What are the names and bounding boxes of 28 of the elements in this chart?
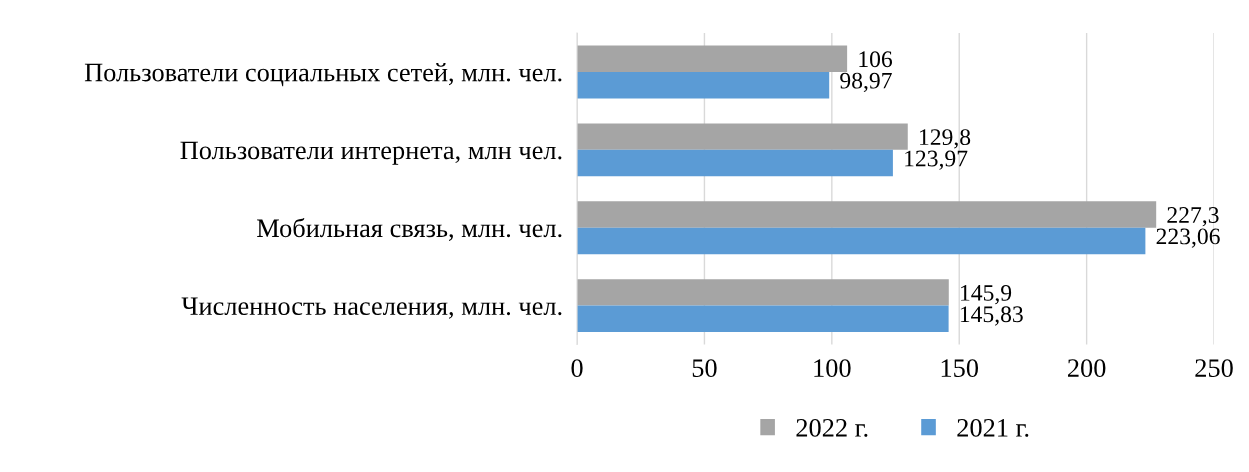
bar (577, 227, 1146, 255)
data-label: 98,97 (840, 72, 892, 92)
data-label: 106 (859, 51, 893, 68)
bar (577, 123, 908, 150)
x-tick-label: 100 (814, 359, 851, 378)
y-tick-label: Численность населения, млн. чел. (181, 297, 562, 319)
data-label: 223,06 (1156, 228, 1220, 248)
legend-label: 2021 г. (957, 418, 1029, 437)
data-label: 129,8 (920, 129, 971, 149)
bar (577, 305, 949, 333)
data-label: 145,83 (960, 306, 1023, 326)
bar (577, 201, 1157, 228)
x-tick-label: 150 (941, 359, 979, 378)
y-tick-label: Пользователи социальных сетей, млн. чел. (84, 63, 562, 87)
data-label: 145,9 (961, 284, 1012, 305)
bar (577, 279, 949, 306)
y-tick-label: Мобильная связь, млн. чел. (257, 218, 562, 241)
data-label: 123,97 (905, 150, 968, 170)
x-tick-label: 250 (1195, 359, 1233, 378)
data-label: 227,3 (1167, 207, 1219, 227)
bar (577, 45, 848, 72)
y-tick-label: Пользователи интернета, млн чел. (180, 141, 562, 165)
bar (577, 149, 893, 177)
legend-label: 2022 г. (796, 418, 868, 437)
x-tick-label: 0 (571, 359, 583, 378)
bar (577, 71, 830, 99)
x-tick-label: 200 (1068, 359, 1106, 378)
x-tick-label: 50 (692, 359, 717, 378)
